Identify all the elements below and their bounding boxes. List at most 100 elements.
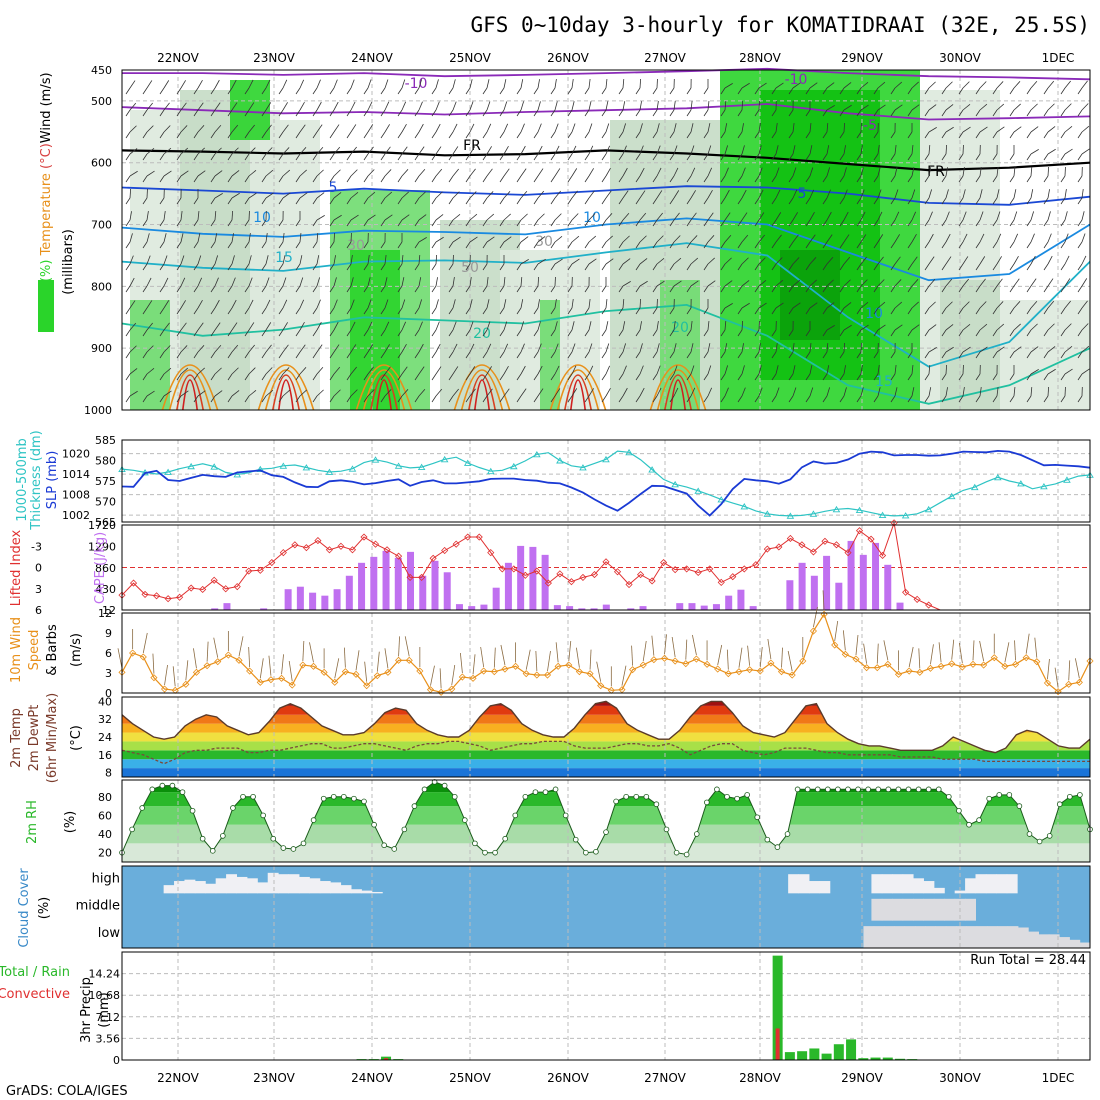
lifted-index-point — [879, 551, 887, 560]
lifted-index-point — [129, 579, 138, 587]
wind-speed-point — [1011, 660, 1020, 668]
cloud-cell-middle — [933, 898, 945, 921]
thickness-point — [371, 456, 380, 463]
thickness-point — [510, 462, 518, 470]
wind-barb — [685, 639, 688, 660]
wind-barb — [525, 649, 531, 670]
lifted-index-point — [291, 541, 299, 549]
rh2m-point — [724, 793, 730, 800]
rh2m-point — [230, 805, 236, 811]
cloud-cell-low — [935, 926, 947, 948]
lifted-index-point — [510, 565, 518, 573]
rh-area — [230, 80, 270, 140]
thickness-point — [947, 492, 956, 500]
contour-label: 10 — [253, 210, 271, 226]
lifted-index-point — [521, 571, 529, 579]
wind-speed-point — [384, 668, 392, 676]
wind-speed-point — [905, 667, 913, 675]
wind-barb — [918, 648, 921, 669]
rh2m-point — [441, 782, 448, 789]
wind-speed-point — [788, 671, 796, 679]
wind-barb — [842, 630, 846, 651]
precip-convective-bar — [775, 1028, 780, 1060]
cape-bar — [517, 545, 525, 610]
wind-speed-point — [969, 660, 977, 668]
isotherm-15 — [121, 242, 1091, 368]
wind-barb — [951, 639, 955, 660]
y-tick-label: 800 — [91, 280, 112, 293]
cloud-cell-high — [215, 878, 227, 894]
wind-barb — [1014, 640, 1016, 661]
wind-barb — [1034, 637, 1038, 658]
wind-speed-point — [331, 678, 339, 686]
rh2m-point — [613, 798, 619, 805]
rh2m-point — [159, 782, 166, 789]
y-tick-label: 585 — [95, 434, 116, 447]
wind-barb — [692, 634, 697, 656]
thickness-point — [994, 473, 1002, 481]
cape-bar — [639, 606, 647, 610]
cloud-cell-high — [902, 874, 914, 894]
rh2m-point — [784, 831, 791, 837]
cape-bar — [590, 608, 598, 610]
wind-speed-point — [660, 654, 669, 662]
wind-barb — [631, 645, 633, 666]
wind-barb — [302, 640, 305, 662]
wind-barbs — [125, 78, 1090, 403]
rh2m-point — [139, 805, 145, 811]
rh2m-point — [320, 795, 327, 802]
cloud-cell-high — [257, 882, 269, 894]
y-tick-label-left: 0 — [35, 562, 42, 575]
wind-barb — [206, 641, 209, 662]
precip-units: (mm) — [97, 992, 112, 1027]
thickness-point — [602, 455, 610, 463]
cape-bar — [700, 605, 708, 610]
thickness-point — [924, 505, 933, 513]
rh2m-point — [260, 812, 266, 819]
cape-bar — [358, 562, 366, 610]
lifted-index-point — [153, 592, 161, 600]
wind-speed-point — [980, 661, 988, 669]
wind-speed-point — [182, 680, 190, 688]
precip-total-bar — [858, 1058, 869, 1060]
lifted-index-point — [348, 546, 357, 554]
contour-label: -10 — [405, 76, 428, 92]
rh-area — [660, 280, 700, 410]
rh2m-point — [310, 817, 317, 823]
cloud-cell-high — [913, 878, 924, 894]
wind-barb — [459, 652, 463, 674]
y-tick-label: 12 — [102, 604, 116, 617]
wind-speed-point — [852, 655, 860, 663]
thickness-ylabel: 1000-500mb — [15, 438, 30, 522]
wind-barb — [813, 606, 818, 628]
contour-label: -5 — [863, 118, 877, 134]
wind-barb — [500, 644, 506, 666]
wind-barb — [238, 636, 244, 657]
cape-bar — [223, 603, 231, 610]
precip-legend-total: Total / Rain — [0, 965, 70, 980]
thickness-ylabel-2: Thickness (dm) — [29, 430, 44, 530]
temp-units: (°C) — [69, 725, 84, 751]
wind-barb — [281, 654, 284, 675]
x-tick-label-top: 30NOV — [939, 51, 981, 65]
cloud-cell-low — [904, 926, 916, 948]
rh2m-point — [693, 831, 700, 837]
y-tick-label: 80 — [98, 791, 112, 804]
wind-speed-point — [192, 668, 201, 676]
wind-speed-point — [948, 660, 956, 668]
lifted-index-point — [487, 549, 495, 557]
footer-credit: GrADS: COLA/IGES — [6, 1084, 128, 1099]
wind-speed-point — [724, 670, 732, 678]
cape-bar — [419, 575, 427, 610]
rh2m-frame — [121, 779, 1091, 863]
lifted-index-point — [164, 595, 172, 603]
cloud-cell-low — [894, 926, 906, 948]
wind-barb — [938, 642, 942, 663]
wind-speed-point — [873, 664, 881, 672]
wind-speed-point — [235, 656, 243, 664]
lifted-index-line — [121, 522, 1090, 611]
y-tick-label: 8 — [105, 767, 112, 780]
wind-speed-point — [926, 664, 935, 672]
y-tick-label: 12 — [98, 607, 112, 620]
cloud-cell-middle — [871, 898, 883, 921]
